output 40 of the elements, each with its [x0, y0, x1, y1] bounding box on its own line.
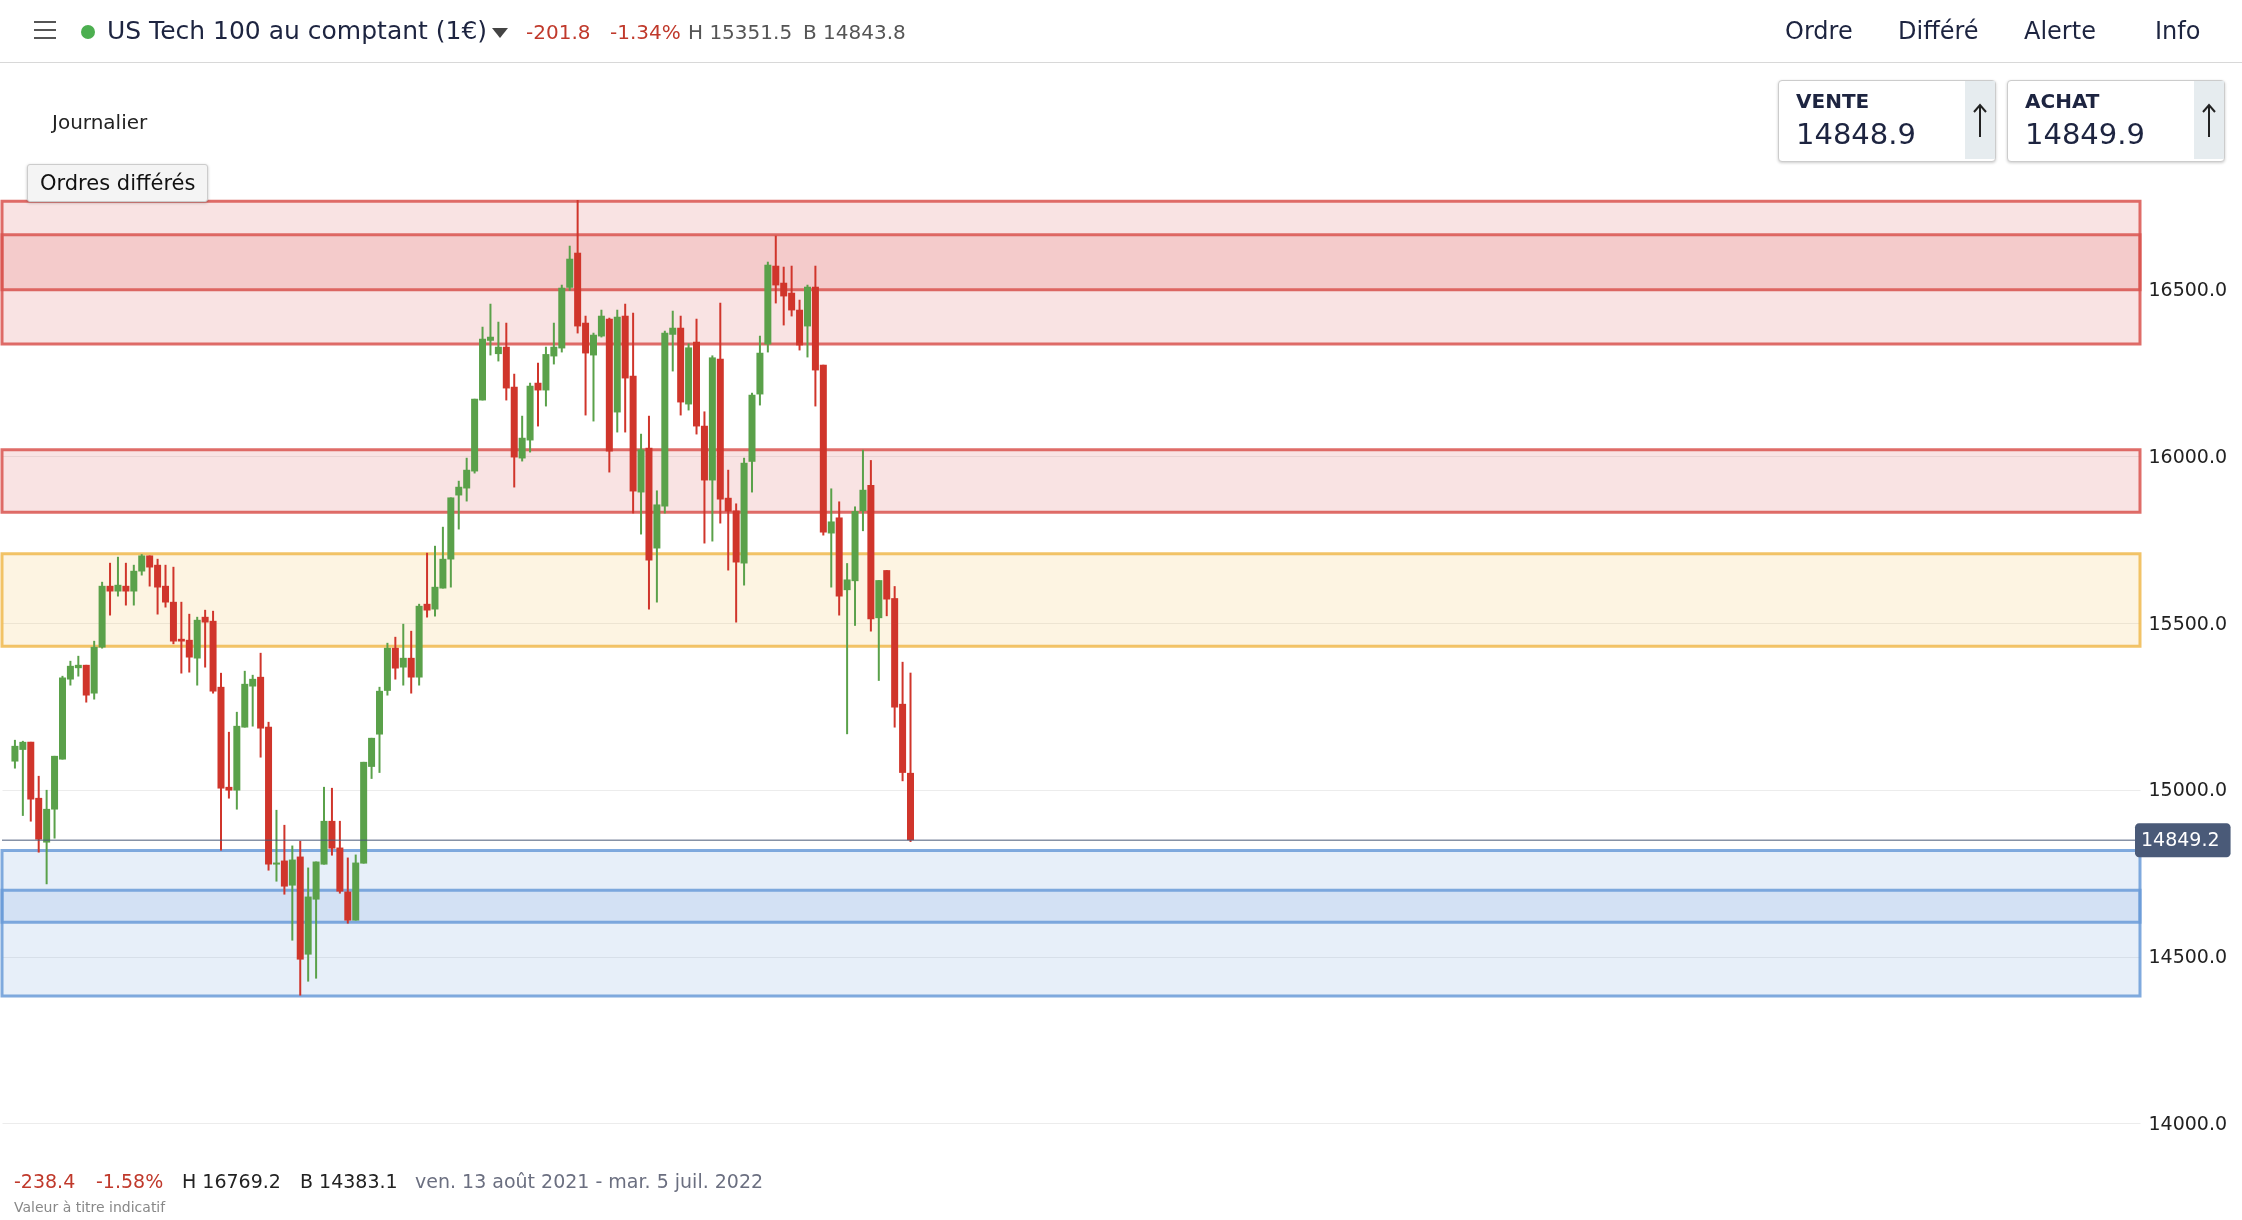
text: Journalier: [52, 110, 148, 134]
text: Ordre: [1785, 17, 1853, 45]
candlestick: [534, 361, 542, 428]
text: Alerte: [2024, 17, 2096, 45]
annotation: 14849.9: [2025, 117, 2145, 151]
candlestick: [138, 553, 146, 577]
annotation: ven. 13 août 2021 - mar. 5 juil. 2022: [415, 1170, 764, 1192]
annotation: Valeur à titre indicatif: [14, 1199, 166, 1215]
price-panel: ACHAT 14849.9: [2007, 80, 2225, 162]
y-tick-label: 16000.0: [2148, 444, 2228, 467]
annotation: ACHAT: [2025, 89, 2100, 113]
text: B 14843.8: [803, 20, 906, 44]
candlestick: [130, 563, 138, 607]
annotation: Ordres différés: [27, 164, 209, 202]
candlestick: [391, 635, 399, 681]
candlestick: [827, 487, 835, 589]
y-tick-label: 14000.0: [2148, 1111, 2228, 1134]
annotation: 14848.9: [1796, 117, 1916, 151]
text: Info: [2155, 17, 2201, 45]
candlestick: [272, 808, 280, 883]
annotation: -1.58%: [96, 1170, 164, 1192]
candlestick: [407, 629, 415, 695]
annotation: H 16769.2: [182, 1170, 281, 1192]
text: Différé: [1898, 17, 1979, 45]
price-panel: VENTE 14848.9: [1778, 80, 1996, 162]
chart-title: US Tech 100 au comptant (1€): [107, 16, 488, 45]
y-tick-label: 14500.0: [2148, 945, 2228, 968]
text: -201.8: [526, 20, 591, 44]
annotation: B 14383.1: [300, 1170, 398, 1192]
text: H 15351.5: [688, 20, 793, 44]
y-tick-label: 16500.0: [2148, 278, 2228, 301]
annotation: -238.4: [14, 1170, 76, 1192]
y-tick-label: 15000.0: [2148, 778, 2228, 801]
candlestick: [399, 622, 407, 687]
y-tick-label: 15500.0: [2148, 611, 2228, 634]
annotation: VENTE: [1796, 89, 1870, 113]
ref-line-label: 14849.2: [2141, 828, 2220, 851]
candlestick: [494, 320, 502, 363]
candlestick: [859, 448, 867, 533]
text: -1.34%: [610, 20, 681, 44]
